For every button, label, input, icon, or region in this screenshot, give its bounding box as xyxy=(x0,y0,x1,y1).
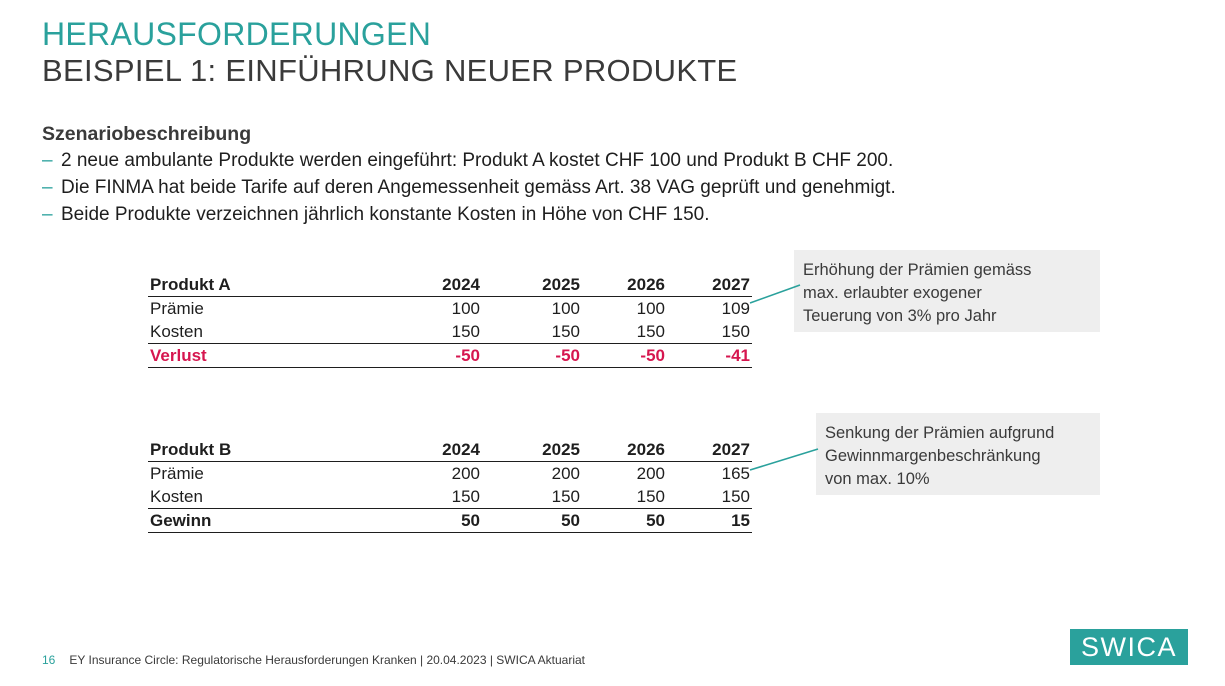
product-b-table: Produkt B 2024 2025 2026 2027 Prämie 200… xyxy=(148,438,752,533)
total-cell: 50 xyxy=(480,508,580,533)
table-cell: 150 xyxy=(451,322,480,341)
table-cell: 200 xyxy=(551,464,580,483)
row-label: Kosten xyxy=(150,487,203,506)
table-row: Prämie 100 100 100 109 xyxy=(148,297,752,321)
bullet-marker: – xyxy=(42,204,53,225)
note-line: Erhöhung der Prämien gemäss xyxy=(803,261,1032,279)
scenario-bullet-list: –2 neue ambulante Produkte werden eingef… xyxy=(42,147,1042,228)
table-row: Kosten 150 150 150 150 xyxy=(148,485,752,509)
scenario-heading: Szenariobeschreibung xyxy=(42,123,252,145)
footer: 16 EY Insurance Circle: Regulatorische He… xyxy=(42,652,585,668)
header-cell: 2024 xyxy=(398,438,480,462)
table-header-row: Produkt A 2024 2025 2026 2027 xyxy=(148,273,752,297)
page-number: 16 xyxy=(42,653,56,667)
bullet-text: 2 neue ambulante Produkte werden eingefü… xyxy=(61,150,894,171)
table-cell: 150 xyxy=(551,487,580,506)
callout-note-product-a: Erhöhung der Prämien gemäss max. erlaubt… xyxy=(794,250,1100,332)
total-cell: -50 xyxy=(480,343,580,368)
table-header-row: Produkt B 2024 2025 2026 2027 xyxy=(148,438,752,462)
bullet-text: Beide Produkte verzeichnen jährlich kons… xyxy=(61,204,710,225)
total-cell: -41 xyxy=(665,343,752,368)
bullet-text: Die FINMA hat beide Tarife auf deren Ang… xyxy=(61,177,896,198)
table-row: Prämie 200 200 200 165 xyxy=(148,462,752,486)
table-cell: 150 xyxy=(721,322,750,341)
table-total-row: Gewinn 50 50 50 15 xyxy=(148,508,752,533)
header-cell: 2025 xyxy=(480,273,580,297)
header-cell: 2024 xyxy=(398,273,480,297)
swica-logo: SWICA xyxy=(1070,629,1188,665)
table-cell: 150 xyxy=(721,487,750,506)
table-cell: 150 xyxy=(451,487,480,506)
footer-text: EY Insurance Circle: Regulatorische Hera… xyxy=(69,653,585,667)
header-cell: 2026 xyxy=(580,273,665,297)
note-line: Senkung der Prämien aufgrund xyxy=(825,424,1055,442)
note-line: max. erlaubter exogener xyxy=(803,284,982,302)
total-label: Gewinn xyxy=(148,508,398,533)
table-cell: 100 xyxy=(551,299,580,318)
callout-note-product-b: Senkung der Prämien aufgrund Gewinnmarge… xyxy=(816,413,1100,495)
table-cell: 200 xyxy=(636,464,665,483)
slide-title: HERAUSFORDERUNGEN xyxy=(42,16,432,52)
note-line: von max. 10% xyxy=(825,470,930,488)
total-label: Verlust xyxy=(148,343,398,368)
table-cell: 200 xyxy=(451,464,480,483)
header-cell: 2026 xyxy=(580,438,665,462)
total-cell: 50 xyxy=(398,508,480,533)
scenario-bullet: – Beide Produkte verzeichnen jährlich kon… xyxy=(42,201,1042,228)
scenario-section: Szenariobeschreibung –2 neue ambulante P… xyxy=(42,121,1042,228)
scenario-bullet: – Die FINMA hat beide Tarife auf deren An… xyxy=(42,174,1042,201)
total-cell: 15 xyxy=(665,508,752,533)
total-cell: 50 xyxy=(580,508,665,533)
table-cell: 165 xyxy=(721,464,750,483)
slide-subtitle: BEISPIEL 1: EINFÜHRUNG NEUER PRODUKTE xyxy=(42,53,738,88)
note-line: Teuerung von 3% pro Jahr xyxy=(803,307,997,325)
connector-line-b xyxy=(749,448,819,471)
table-cell: 150 xyxy=(636,322,665,341)
header-cell: Produkt A xyxy=(148,273,398,297)
row-label: Kosten xyxy=(150,322,203,341)
header-cell: 2027 xyxy=(665,273,752,297)
table-total-row: Verlust -50 -50 -50 -41 xyxy=(148,343,752,368)
note-line: Gewinnmargenbeschränkung xyxy=(825,447,1041,465)
table-cell: 150 xyxy=(551,322,580,341)
total-cell: -50 xyxy=(398,343,480,368)
bullet-marker: – xyxy=(42,150,53,171)
bullet-marker: – xyxy=(42,177,53,198)
header-cell: 2025 xyxy=(480,438,580,462)
row-label: Prämie xyxy=(150,464,204,483)
header-cell: Produkt B xyxy=(148,438,398,462)
connector-line-a xyxy=(749,284,801,304)
table-cell: 150 xyxy=(636,487,665,506)
scenario-bullet: –2 neue ambulante Produkte werden eingef… xyxy=(42,147,1042,174)
table-row: Kosten 150 150 150 150 xyxy=(148,320,752,344)
product-a-table: Produkt A 2024 2025 2026 2027 Prämie 100… xyxy=(148,273,752,368)
header-cell: 2027 xyxy=(665,438,752,462)
table-cell: 100 xyxy=(451,299,480,318)
table-cell: 100 xyxy=(636,299,665,318)
row-label: Prämie xyxy=(150,299,204,318)
total-cell: -50 xyxy=(580,343,665,368)
table-cell: 109 xyxy=(721,299,750,318)
